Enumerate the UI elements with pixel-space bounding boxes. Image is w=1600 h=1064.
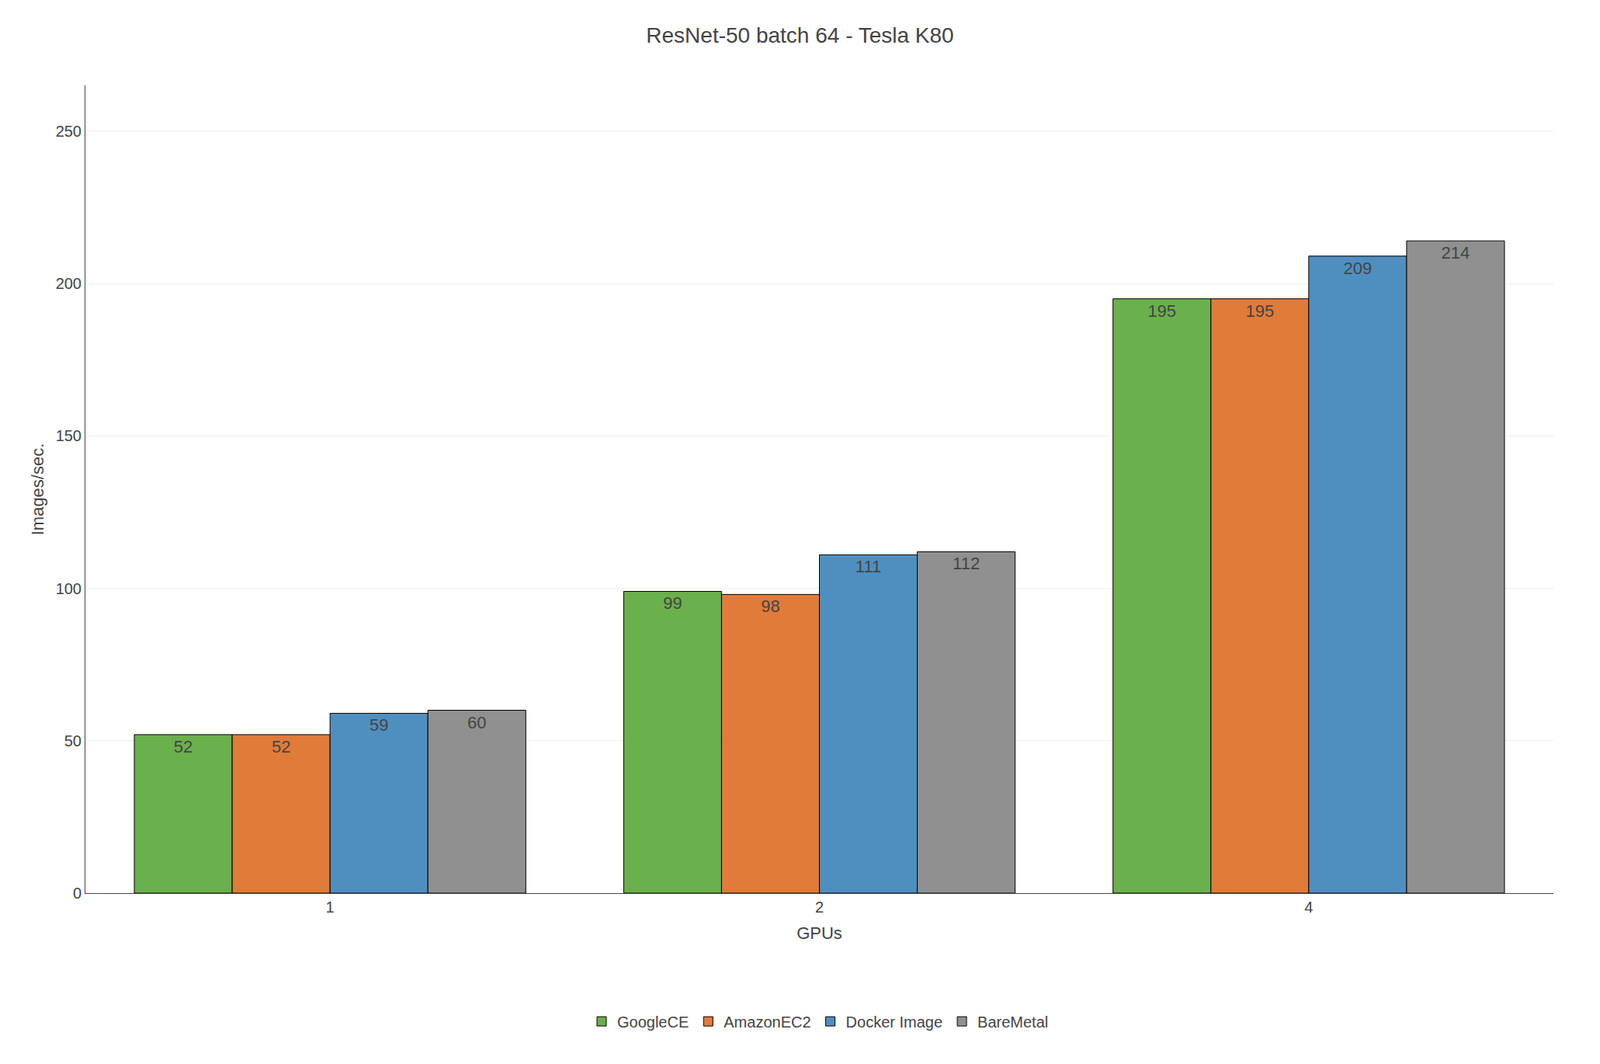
svg-text:200: 200 <box>55 274 82 292</box>
svg-text:GoogleCE: GoogleCE <box>617 1013 689 1031</box>
svg-text:98: 98 <box>760 596 780 616</box>
svg-text:4: 4 <box>1304 898 1313 916</box>
svg-text:Images/sec.: Images/sec. <box>27 443 48 536</box>
svg-text:111: 111 <box>855 556 882 577</box>
svg-text:52: 52 <box>173 736 193 757</box>
svg-text:52: 52 <box>271 736 291 757</box>
svg-text:195: 195 <box>1245 301 1274 321</box>
svg-text:2: 2 <box>815 898 824 916</box>
svg-text:150: 150 <box>55 426 82 445</box>
svg-text:Docker Image: Docker Image <box>846 1013 944 1031</box>
svg-text:100: 100 <box>55 579 82 597</box>
svg-text:59: 59 <box>369 714 389 735</box>
svg-text:AmazonEC2: AmazonEC2 <box>723 1013 811 1031</box>
svg-text:ResNet-50 batch 64 - Tesla K80: ResNet-50 batch 64 - Tesla K80 <box>645 23 954 48</box>
svg-text:250: 250 <box>55 122 82 140</box>
svg-text:BareMetal: BareMetal <box>977 1013 1049 1031</box>
svg-text:0: 0 <box>72 884 82 902</box>
svg-text:195: 195 <box>1147 301 1177 321</box>
svg-text:50: 50 <box>64 732 82 750</box>
svg-text:214: 214 <box>1441 242 1471 263</box>
svg-text:209: 209 <box>1343 258 1373 278</box>
svg-text:GPUs: GPUs <box>796 923 843 943</box>
svg-text:1: 1 <box>326 898 335 916</box>
svg-text:60: 60 <box>467 712 486 733</box>
svg-text:112: 112 <box>952 553 980 573</box>
svg-text:99: 99 <box>662 593 682 613</box>
